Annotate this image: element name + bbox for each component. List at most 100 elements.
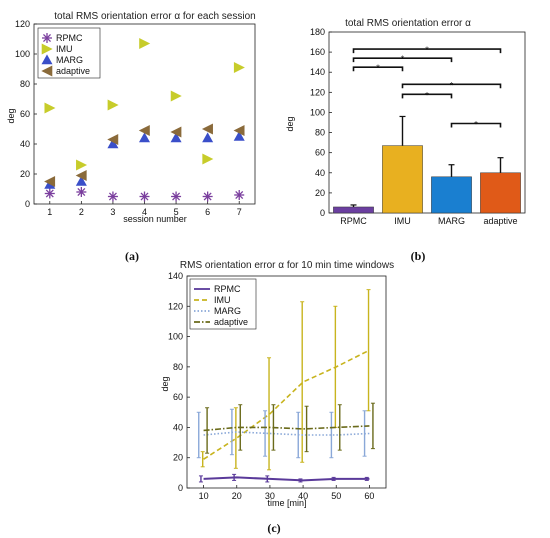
panel-a-legend-marker-adaptive	[41, 65, 53, 77]
panel-a-xtick-label: 5	[174, 207, 179, 217]
panel-c-chart: RMS orientation error α for 10 min time …	[160, 260, 394, 508]
panel-a-point-IMU	[44, 102, 56, 114]
panel-b-ytick-label: 60	[315, 148, 325, 158]
panel-b-xtick-label: RPMC	[340, 216, 367, 226]
panel-a-ytick-label: 60	[20, 109, 30, 119]
panel-a-point-MARG	[233, 130, 245, 141]
panel-a-xtick-label: 7	[237, 207, 242, 217]
panel-c-line-IMU	[203, 349, 370, 460]
panel-c-line-RPMC	[203, 476, 370, 482]
panel-c-legend	[189, 278, 257, 330]
caption-b: (b)	[411, 249, 426, 263]
panel-a-ytick-label: 0	[25, 199, 30, 209]
panel-a-legend-marker-IMU	[41, 43, 53, 55]
panel-b-ytick-label: 120	[310, 87, 325, 97]
panel-a-title: total RMS orientation error α for each s…	[54, 11, 255, 22]
panel-c-ytick-label: 140	[168, 271, 183, 281]
panel-a-point-IMU	[170, 90, 182, 102]
panel-a-xtick-label: 1	[47, 207, 52, 217]
panel-a-xtick-label: 3	[110, 207, 115, 217]
panel-b-ytick-label: 140	[310, 67, 325, 77]
panel-a-point-RPMC-stroke	[77, 188, 86, 196]
panel-c-ytick-label: 120	[168, 301, 183, 311]
panel-c-legend-label: adaptive	[214, 317, 248, 327]
panel-b-significance-bracket	[352, 66, 404, 72]
panel-b-ytick-label: 40	[315, 168, 325, 178]
panel-c-xlabel: time [min]	[267, 498, 306, 508]
panel-b-ytick-label: 180	[310, 27, 325, 37]
panel-c-xtick-label: 50	[331, 491, 341, 501]
panel-b-significance-bracket	[352, 57, 453, 63]
panel-a-point-RPMC	[139, 191, 150, 202]
panel-b-ytick-label: 0	[320, 208, 325, 218]
panel-a-xtick-label: 6	[205, 207, 210, 217]
panel-c-xtick-label: 10	[199, 491, 209, 501]
panel-b-significance-label: *	[425, 90, 429, 100]
panel-c-line-MARG	[203, 431, 370, 436]
panel-a-legend-label: MARG	[56, 55, 83, 65]
caption-c: (c)	[267, 521, 280, 535]
panel-b-bar-adaptive	[480, 172, 521, 214]
panel-a-point-RPMC-stroke	[45, 189, 54, 198]
panel-a-point-adaptive	[170, 126, 182, 138]
panel-b-significance-label: *	[376, 63, 380, 73]
panel-a-xlabel: session number	[123, 214, 187, 224]
panel-b-ytick-label: 20	[315, 188, 325, 198]
panel-b-significance-label: *	[474, 120, 478, 130]
panel-b-bar-IMU	[382, 145, 423, 214]
panel-a-point-IMU	[202, 153, 214, 165]
panel-a-point-RPMC-stroke	[172, 192, 181, 201]
panel-a-point-RPMC-stroke	[235, 191, 244, 199]
panel-c-title: RMS orientation error α for 10 min time …	[180, 260, 394, 271]
panel-a-point-RPMC	[76, 187, 87, 197]
panel-a-point-adaptive	[138, 125, 150, 136]
panel-c-ytick-label: 60	[173, 392, 183, 402]
panel-a-legend-marker-MARG	[41, 54, 53, 65]
panel-c-xtick-label: 60	[364, 491, 374, 501]
panel-a-ytick-label: 40	[20, 139, 30, 149]
panel-a-point-IMU	[233, 62, 245, 73]
panel-c-xtick-label: 20	[232, 491, 242, 501]
panel-c-ytick-label: 20	[173, 453, 183, 463]
panel-b-bar-RPMC	[333, 206, 374, 214]
panel-a-legend-marker-RPMC	[42, 33, 52, 43]
panel-c-ytick-label: 40	[173, 422, 183, 432]
panel-a-point-MARG	[138, 132, 151, 143]
panel-c-xtick-label: 40	[298, 491, 308, 501]
panel-b-significance-bracket	[401, 93, 453, 99]
panel-a-point-IMU	[139, 38, 151, 49]
panel-b-title: total RMS orientation error α	[345, 18, 471, 29]
panel-a-point-MARG	[170, 132, 182, 143]
panel-b-axes-box	[328, 31, 526, 214]
panel-c-ytick-label: 0	[178, 483, 183, 493]
panel-a-point-adaptive	[201, 123, 213, 135]
panel-b-significance-bracket	[450, 122, 502, 128]
panel-a-point-adaptive	[44, 176, 56, 187]
panel-b-ylabel: deg	[285, 116, 295, 131]
panel-a-point-adaptive	[233, 125, 245, 136]
panel-a-point-RPMC	[107, 191, 118, 202]
panel-a-point-RPMC	[202, 191, 213, 202]
panel-b-significance-label: *	[401, 54, 405, 64]
panel-a-legend-label: IMU	[56, 44, 73, 54]
panel-b-chart: total RMS orientation error α deg 0 20 40 6…	[285, 18, 526, 226]
panel-c-axes-box	[186, 275, 387, 489]
panel-a-point-IMU	[76, 159, 88, 171]
panel-b-ytick-label: 100	[310, 107, 325, 117]
panel-a-ytick-label: 80	[20, 79, 30, 89]
panel-a-ytick-label: 20	[20, 169, 30, 179]
panel-a-legend-label: RPMC	[56, 33, 83, 43]
panel-a-ytick-label: 120	[15, 19, 30, 29]
panel-a-point-RPMC	[44, 188, 55, 199]
panel-c-line-adaptive	[203, 425, 370, 432]
panel-a-point-IMU	[107, 99, 119, 111]
panel-a-point-MARG	[202, 132, 214, 143]
panel-b-significance-label: *	[425, 45, 429, 55]
caption-a: (a)	[125, 249, 139, 263]
panel-b-ytick-label: 80	[315, 128, 325, 138]
panel-c-legend-label: RPMC	[214, 284, 241, 294]
panel-a-point-adaptive	[107, 134, 119, 145]
panel-b-xtick-label: IMU	[394, 216, 411, 226]
panel-a-point-RPMC	[171, 191, 182, 202]
